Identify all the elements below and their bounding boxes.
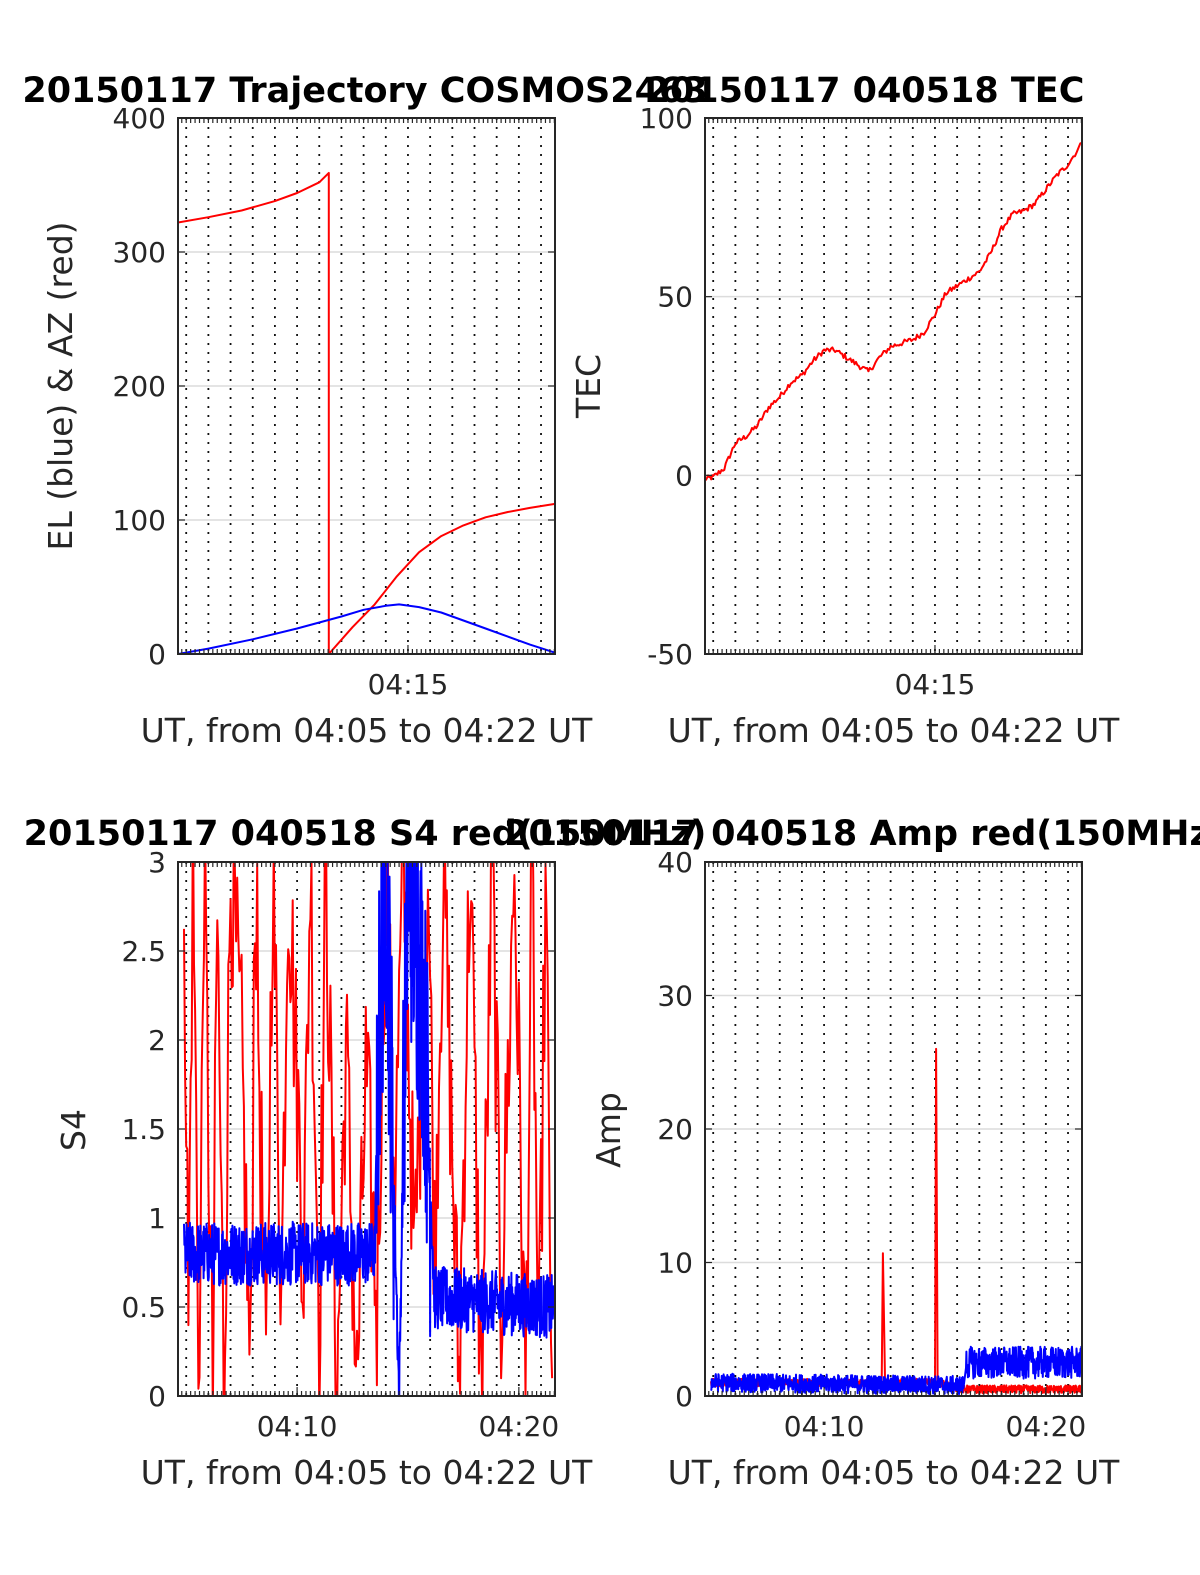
series-blue-line xyxy=(178,603,555,654)
chart-title: 20150117 040518 TEC xyxy=(646,71,1085,111)
series-red-line xyxy=(705,142,1082,481)
y-tick-label: 30 xyxy=(657,980,693,1013)
y-tick-label: 0.5 xyxy=(121,1291,166,1324)
y-tick-label: 10 xyxy=(657,1247,693,1280)
y-tick-label: 1 xyxy=(148,1202,166,1235)
y-tick-label: 300 xyxy=(113,236,166,269)
y-tick-label: 20 xyxy=(657,1113,693,1146)
chart-panel-3: 0 0.5 1 1.5 2 2.5 3 04:10 04:20 UT, from 04:05 to… xyxy=(24,814,707,1492)
chart-title: 20150117 040518 Amp red(150MHz) xyxy=(504,814,1200,854)
plot-area xyxy=(705,142,1082,481)
axes-frame xyxy=(704,117,1083,655)
x-axis-label: UT, from 04:05 to 04:22 UT xyxy=(668,1453,1121,1492)
series-blue-line xyxy=(183,862,555,1396)
y-axis-label: EL (blue) & AZ (red) xyxy=(41,221,80,550)
y-tick-label: 50 xyxy=(657,281,693,314)
y-axis-label: TEC xyxy=(569,354,608,419)
y-tick-label: 2.5 xyxy=(121,935,166,968)
y-tick-label: 2 xyxy=(148,1024,166,1057)
series-red-line xyxy=(178,171,555,654)
x-tick-label: 04:15 xyxy=(895,668,976,701)
y-tick-label: 0 xyxy=(148,638,166,671)
series-red-line xyxy=(710,1047,1082,1395)
y-tick-label: 0 xyxy=(148,1380,166,1413)
x-tick-label: 04:15 xyxy=(368,668,449,701)
y-tick-label: 0 xyxy=(675,1380,693,1413)
x-axis-label: UT, from 04:05 to 04:22 UT xyxy=(141,711,594,750)
x-tick-label: 04:20 xyxy=(1006,1410,1087,1443)
series-blue-line xyxy=(710,1345,1082,1396)
y-tick-label: -50 xyxy=(647,638,693,671)
y-tick-label: 3 xyxy=(148,846,166,879)
chart-panel-2: -50 0 50 100 04:15 UT, from 04:05 to 04:22 UT… xyxy=(569,71,1120,750)
series-red-line xyxy=(183,862,554,1396)
y-tick-label: 0 xyxy=(675,459,693,492)
x-axis-label: UT, from 04:05 to 04:22 UT xyxy=(141,1453,594,1492)
x-axis-label: UT, from 04:05 to 04:22 UT xyxy=(668,711,1121,750)
y-tick-label: 1.5 xyxy=(121,1113,166,1146)
x-tick-label: 04:10 xyxy=(784,1410,865,1443)
x-tick-label: 04:10 xyxy=(257,1410,338,1443)
y-axis-label: S4 xyxy=(54,1109,93,1151)
chart-title: 20150117 Trajectory COSMOS2463 xyxy=(22,71,707,111)
chart-panel-4: 0 10 20 30 40 04:10 04:20 UT, from 04:05 to 04:… xyxy=(504,814,1200,1492)
y-axis-label: Amp xyxy=(589,1092,628,1168)
y-tick-label: 40 xyxy=(657,846,693,879)
x-tick-label: 04:20 xyxy=(479,1410,560,1443)
y-tick-label: 100 xyxy=(640,102,693,135)
plot-area xyxy=(178,171,555,654)
plot-area xyxy=(183,862,555,1396)
chart-title: 20150117 040518 S4 red(150MHz) xyxy=(24,814,707,854)
y-tick-label: 100 xyxy=(113,504,166,537)
y-tick-label: 400 xyxy=(113,102,166,135)
plot-area xyxy=(710,1047,1082,1396)
y-tick-label: 200 xyxy=(113,370,166,403)
chart-panel-1: 0 100 200 300 400 04:15 UT, from 04:05 to 04:2… xyxy=(22,71,707,750)
